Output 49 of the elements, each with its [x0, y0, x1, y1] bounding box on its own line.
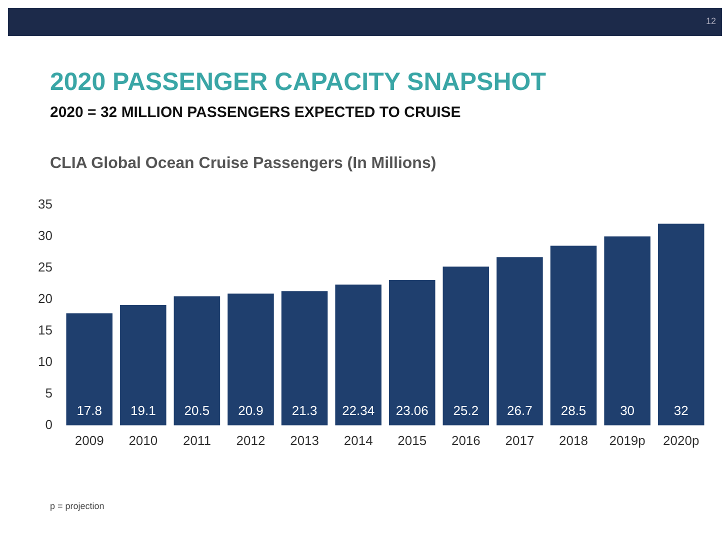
x-tick-label: 2018: [559, 432, 588, 448]
x-tick-label: 2014: [344, 432, 373, 448]
x-tick-label: 2015: [398, 432, 427, 448]
data-label: 28.5: [560, 402, 586, 418]
bar: [281, 291, 328, 426]
bar: [658, 224, 704, 426]
y-tick-label: 20: [38, 290, 52, 306]
chart-title: 2020 PASSENGER CAPACITY SNAPSHOT: [50, 68, 546, 97]
bar: [604, 236, 650, 426]
x-tick-label: 2020p: [663, 432, 700, 448]
y-tick-label: 25: [38, 259, 52, 274]
data-label: 30: [620, 402, 635, 418]
data-label: 19.1: [130, 402, 156, 418]
data-label: 26.7: [507, 402, 532, 418]
text: 12: [706, 16, 716, 26]
data-label: 21.3: [292, 402, 318, 418]
data-label: 20.9: [238, 402, 264, 418]
data-label: 22.34: [342, 402, 375, 418]
data-label: 32: [674, 402, 688, 418]
bar: [550, 246, 597, 426]
text: CLIA Global Ocean Cruise Passengers (In Millions): [50, 155, 436, 173]
data-label: 17.8: [76, 402, 102, 418]
x-tick-label: 2011: [182, 432, 211, 448]
bar: [335, 284, 382, 426]
x-tick-label: 2016: [451, 432, 480, 448]
data-label: 20.5: [184, 402, 210, 418]
y-tick-label: 35: [38, 196, 52, 212]
bar: [120, 305, 166, 426]
y-tick-label: 15: [38, 322, 52, 338]
data-label: 25.2: [453, 402, 479, 418]
text: p = projection: [50, 501, 104, 511]
x-tick-label: 2019p: [609, 432, 646, 448]
x-tick-label: 2017: [505, 432, 534, 448]
y-tick-label: 5: [45, 385, 52, 400]
y-tick-label: 30: [38, 228, 52, 243]
x-tick-label: 2013: [290, 432, 319, 448]
bar: [228, 294, 274, 426]
bar: [66, 313, 112, 426]
data-label: 23.06: [396, 402, 428, 418]
chart-subtitle: 2020 = 32 MILLION PASSENGERS EXPECTED TO CRUISE: [50, 104, 461, 121]
y-tick-label: 10: [38, 354, 52, 369]
x-tick-label: 2012: [236, 432, 266, 448]
bar: [174, 296, 220, 426]
bar: [388, 280, 436, 426]
x-tick-label: 2009: [74, 432, 104, 448]
x-tick-label: 2010: [128, 432, 158, 448]
bar: [442, 266, 490, 426]
y-tick-label: 0: [45, 416, 52, 432]
bar: [496, 257, 543, 426]
